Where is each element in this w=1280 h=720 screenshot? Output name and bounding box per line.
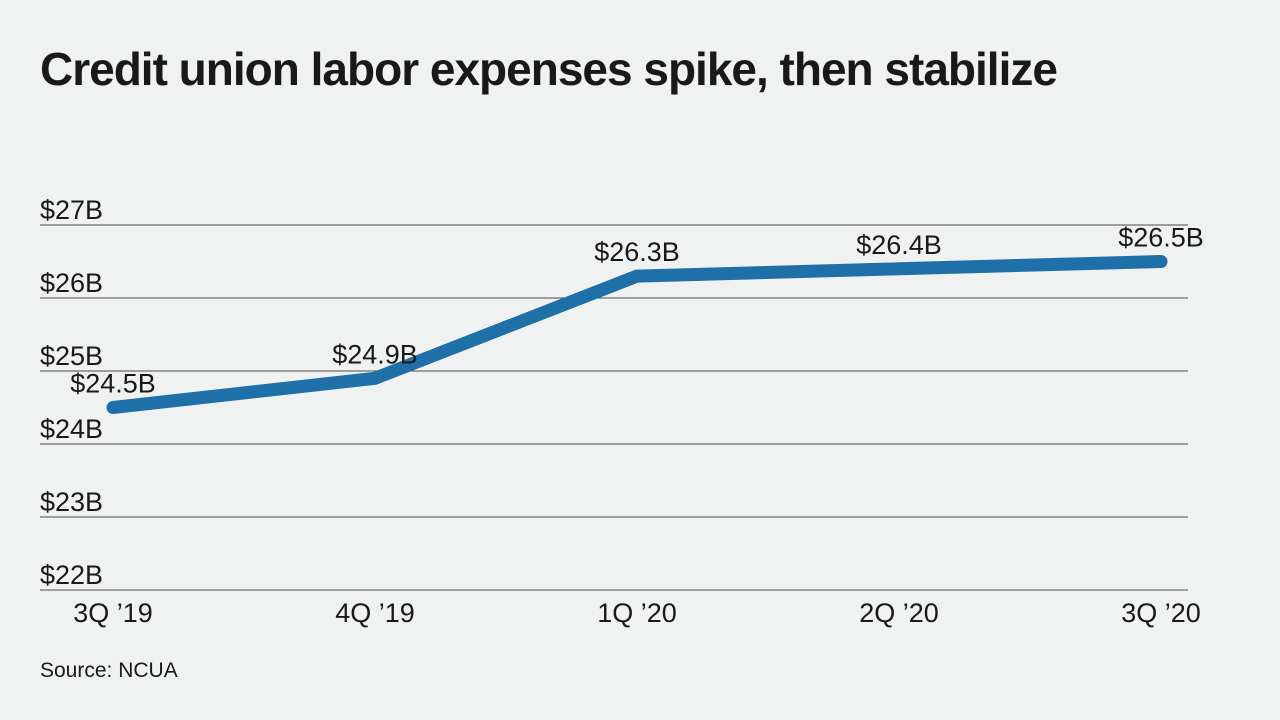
data-point-label: $24.5B (70, 369, 156, 399)
chart-title: Credit union labor expenses spike, then … (40, 43, 1058, 95)
x-axis-tick-label: 1Q ’20 (597, 598, 677, 628)
data-point-label: $26.5B (1118, 223, 1204, 253)
y-axis-tick-label: $23B (40, 487, 103, 517)
data-point-label: $26.3B (594, 237, 680, 267)
y-axis-tick-label: $22B (40, 560, 103, 590)
expenses-series-line (106, 255, 1168, 414)
x-axis-tick-label: 3Q ’19 (73, 598, 153, 628)
x-axis-tick-label: 3Q ’20 (1121, 598, 1201, 628)
y-axis-tick-label: $26B (40, 268, 103, 298)
x-axis-tick-label: 4Q ’19 (335, 598, 415, 628)
x-axis-tick-label: 2Q ’20 (859, 598, 939, 628)
data-point-label: $24.9B (332, 339, 418, 369)
y-axis-tick-label: $24B (40, 414, 103, 444)
y-axis-tick-label: $27B (40, 195, 103, 225)
y-axis-tick-label: $25B (40, 341, 103, 371)
source-note: Source: NCUA (40, 659, 178, 682)
data-point-label: $26.4B (856, 230, 942, 260)
